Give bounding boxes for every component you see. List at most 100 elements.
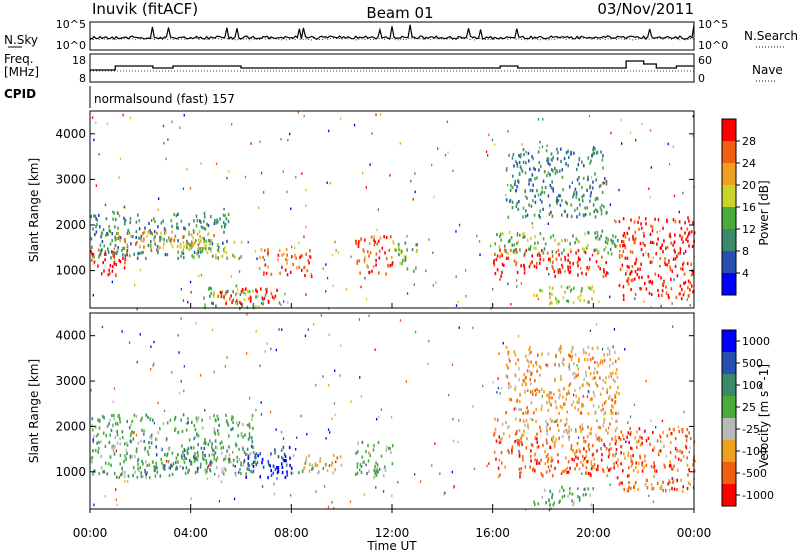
velocity-cell [591,444,594,448]
velocity-cell [641,469,644,473]
power-cell [523,232,525,236]
power-colorbar-tick-label: 8 [742,245,749,258]
power-cell [667,293,670,298]
power-cell [397,242,400,247]
power-cell [541,186,543,190]
power-cell [532,183,534,187]
velocity-colorbar-frame [721,329,737,507]
velocity-cell [615,411,617,415]
power-cell [95,184,97,187]
power-cell [670,241,672,245]
velocity-cell [374,468,377,472]
power-cell [192,244,194,248]
velocity-cell [645,478,648,482]
power-cell [622,234,625,238]
power-cell [551,254,554,258]
velocity-cell [206,477,209,481]
velocity-cell [545,425,548,429]
velocity-cell [194,471,197,475]
power-echo-region [258,247,313,279]
velocity-cell [196,469,199,473]
velocity-cell [580,411,583,415]
velocity-cell [212,448,214,452]
power-cell [567,253,569,257]
power-cell [578,198,580,202]
velocity-cell [635,465,637,470]
power-cell [206,250,209,254]
power-cell [628,265,630,269]
velocity-cell [511,445,514,449]
power-cell [136,307,138,311]
power-cell [415,243,417,247]
power-cell [170,242,173,246]
power-cell [528,182,530,186]
power-cell [561,213,563,217]
power-cell [630,218,632,222]
power-cell [119,157,122,161]
power-cell [657,218,660,222]
power-cell [673,194,676,198]
velocity-cell [237,423,239,428]
power-cell [290,207,292,210]
power-cell [665,285,667,289]
power-cell [114,238,117,242]
velocity-cell [277,468,279,472]
power-cell [584,206,586,210]
power-cell [112,251,114,255]
power-cell [689,288,691,292]
velocity-cell [214,451,217,455]
velocity-cell [286,470,288,474]
power-cell [385,256,388,261]
power-cell [142,239,145,243]
velocity-cell [593,394,596,398]
power-colorbar-swatch [722,141,736,163]
power-cell [249,299,252,303]
power-cell [601,190,604,194]
power-cell [523,235,526,239]
velocity-cell [255,408,257,412]
velocity-cell [547,465,550,469]
velocity-cell [543,390,545,394]
power-cell [107,273,110,277]
power-cell [605,211,608,215]
velocity-cell [113,387,116,390]
power-cell [259,140,261,144]
power-cell [660,276,662,280]
power-cell [225,300,227,304]
power-cell [662,250,664,254]
velocity-cell [596,384,599,388]
power-cell [159,245,161,250]
power-cell [609,295,611,299]
power-cell [182,252,185,256]
velocity-cell [282,437,285,440]
power-cell [586,246,588,250]
velocity-cell [562,357,565,361]
velocity-cell [171,451,174,455]
velocity-cell [247,463,250,467]
velocity-cell [458,419,460,422]
power-cell [180,219,183,223]
velocity-cell [207,442,210,446]
power-cell [622,297,625,301]
velocity-cell [389,446,391,451]
power-cell [691,272,694,276]
velocity-cell [614,454,616,458]
power-cell [557,199,560,203]
power-cell [563,156,566,161]
velocity-cell [527,389,529,392]
power-cell [651,229,654,233]
power-cell [502,232,504,236]
velocity-cell [235,444,238,448]
velocity-cell [614,438,617,442]
power-cell [398,248,400,252]
power-cell [605,180,608,184]
power-cell [522,148,525,152]
power-cell [579,203,581,207]
velocity-cell [636,445,638,449]
power-cell [558,169,561,173]
power-cell [376,228,378,232]
velocity-cell [212,448,215,453]
velocity-cell [648,494,650,497]
velocity-cell [683,410,685,414]
velocity-cell [587,390,589,393]
